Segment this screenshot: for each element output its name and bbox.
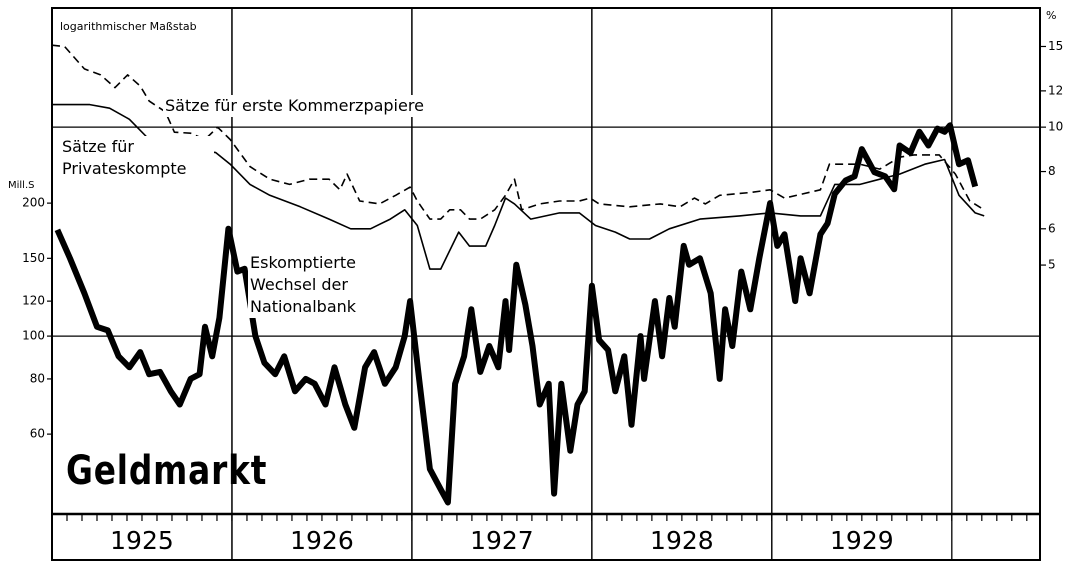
y-tick-label: 80 bbox=[30, 371, 45, 385]
y2-tick-label: 5 bbox=[1048, 258, 1056, 272]
y2-tick-label: 8 bbox=[1048, 164, 1056, 178]
x-tick-label: 1929 bbox=[830, 526, 894, 555]
y-axis-label: Mill.S bbox=[8, 180, 35, 191]
y2-tick-label: 15 bbox=[1048, 39, 1063, 53]
y2-axis-label: % bbox=[1046, 9, 1056, 22]
series-label: Eskomptierte Wechsel der Nationalbank bbox=[248, 252, 377, 318]
series-line bbox=[54, 122, 979, 506]
x-tick-label: 1925 bbox=[110, 526, 174, 555]
series-line bbox=[51, 44, 985, 220]
y2-tick-label: 12 bbox=[1048, 83, 1063, 97]
chart-subtitle: logarithmischer Maßstab bbox=[60, 20, 197, 33]
y-tick-label: 100 bbox=[22, 329, 45, 343]
x-tick-label: 1926 bbox=[290, 526, 354, 555]
y-tick-label: 60 bbox=[30, 427, 45, 441]
x-tick-label: 1928 bbox=[650, 526, 714, 555]
series-label: Sätze für Privateskompte bbox=[60, 136, 214, 180]
chart-title: Geldmarkt bbox=[66, 448, 268, 494]
y-tick-label: 120 bbox=[22, 294, 45, 308]
y-tick-label: 200 bbox=[22, 196, 45, 210]
y2-tick-label: 10 bbox=[1048, 120, 1063, 134]
x-tick-label: 1927 bbox=[470, 526, 534, 555]
y-tick-label: 150 bbox=[22, 251, 45, 265]
series-line bbox=[52, 103, 985, 270]
y2-tick-label: 6 bbox=[1048, 221, 1056, 235]
plot-frame bbox=[51, 7, 1041, 561]
series-label: Sätze für erste Kommerzpapiere bbox=[163, 95, 426, 117]
